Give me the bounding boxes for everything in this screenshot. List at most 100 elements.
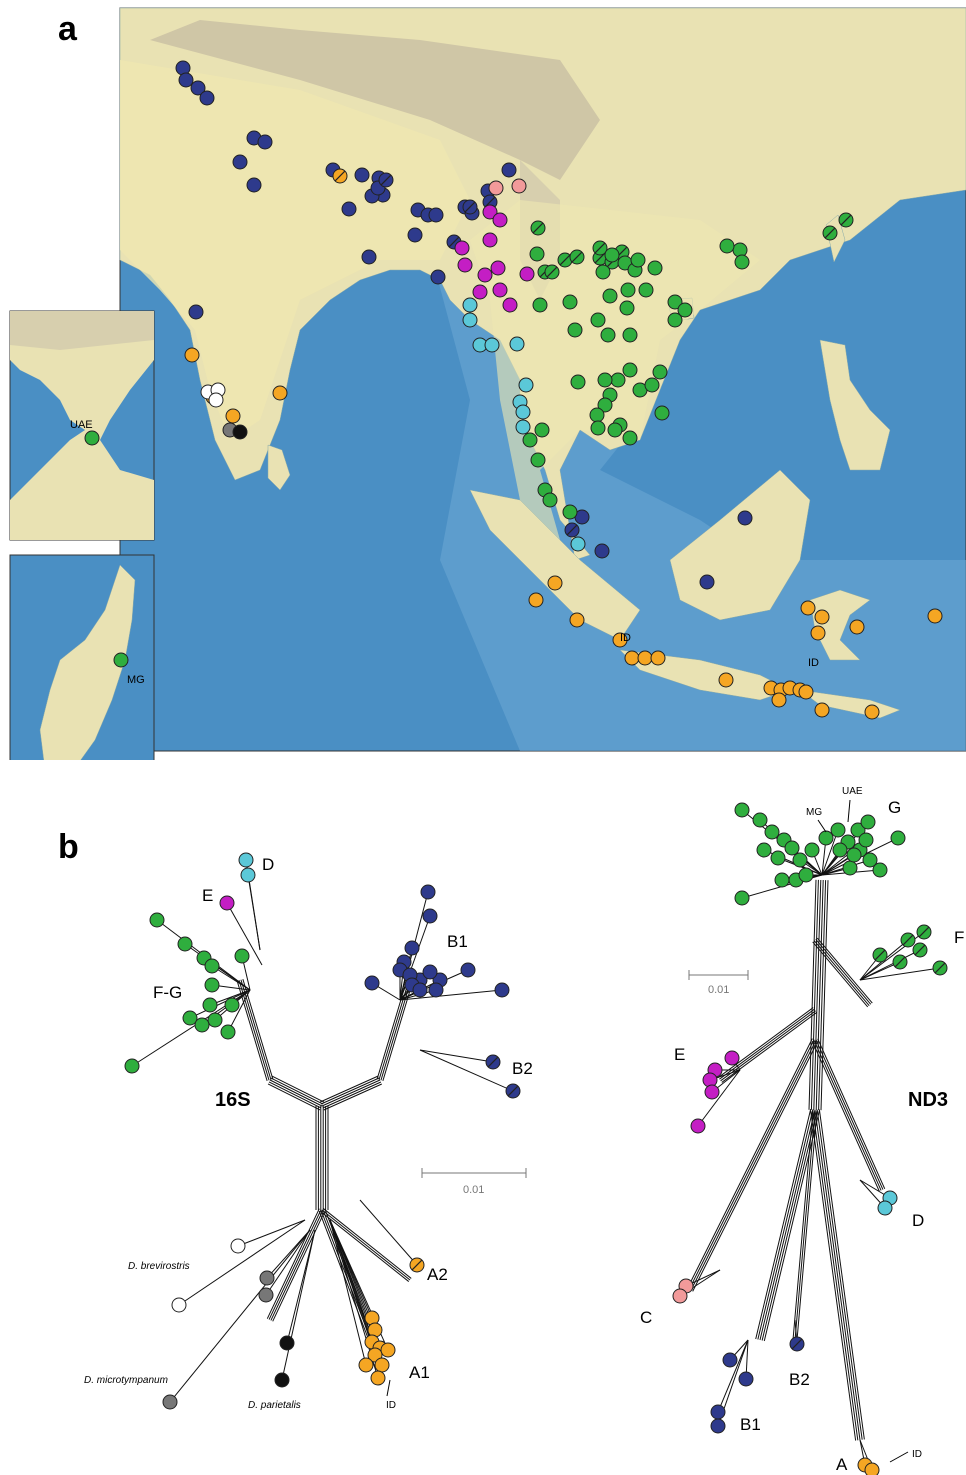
network-edge <box>227 989 251 1033</box>
network-node <box>842 860 858 876</box>
network-node <box>182 1010 198 1026</box>
map-point <box>734 254 750 270</box>
network-edge <box>323 1083 383 1111</box>
network-edge <box>321 1079 381 1107</box>
map-point <box>570 536 586 552</box>
network-edge <box>811 1041 880 1192</box>
map-point <box>472 284 488 300</box>
map-point <box>257 134 273 150</box>
map-point <box>188 304 204 320</box>
network-nd3-title: ND3 <box>908 1089 948 1111</box>
network-node <box>830 822 846 838</box>
network-edge <box>818 880 827 1111</box>
network-node <box>460 962 476 978</box>
map-point <box>654 405 670 421</box>
inset-label-mg: MG <box>127 674 145 686</box>
network-nd3 <box>672 802 948 1475</box>
network-edge <box>380 980 412 1081</box>
network-edge <box>319 1075 379 1103</box>
hatch-mark <box>464 201 476 213</box>
clade-label-g-nd3: G <box>888 798 901 817</box>
network-node <box>420 884 436 900</box>
map-point <box>667 312 683 328</box>
hatch-mark <box>571 251 583 263</box>
map-point <box>515 404 531 420</box>
hatch-mark <box>411 1259 423 1271</box>
network-node <box>422 908 438 924</box>
network-node <box>358 1357 374 1373</box>
network-node <box>862 852 878 868</box>
map-point <box>428 207 444 223</box>
clade-label-b1-nd3: B1 <box>740 1415 761 1434</box>
network-node <box>690 1118 706 1134</box>
clade-label-c-nd3: C <box>640 1308 652 1327</box>
network-edge <box>759 1109 816 1341</box>
network-edge <box>720 1010 816 1082</box>
map-point <box>737 510 753 526</box>
network-node <box>722 1352 738 1368</box>
map-point <box>232 154 248 170</box>
map-point <box>589 407 605 423</box>
network-node <box>672 1288 688 1304</box>
network-node <box>204 977 220 993</box>
map-point <box>528 592 544 608</box>
distribution-map: ID ID UAE MG <box>9 7 966 760</box>
map-point <box>225 408 241 424</box>
network-edge <box>320 1077 380 1105</box>
network-edge <box>242 978 274 1080</box>
network-edge <box>169 1229 311 1403</box>
map-localities <box>175 60 943 720</box>
map-point <box>677 302 693 318</box>
network-edge <box>226 902 263 966</box>
map-point <box>462 297 478 313</box>
network-edge <box>286 1229 316 1344</box>
map-point <box>361 249 377 265</box>
network-node <box>832 842 848 858</box>
network-node <box>890 830 906 846</box>
network-edge <box>266 1229 311 1279</box>
inset-uae: UAE <box>9 310 155 541</box>
map-point <box>208 392 224 408</box>
network-edge <box>818 1109 865 1440</box>
map-point <box>530 452 546 468</box>
map-point <box>529 246 545 262</box>
hatch-mark <box>559 254 571 266</box>
hatch-mark <box>380 174 392 186</box>
network-node <box>274 1372 290 1388</box>
main-map <box>119 7 966 752</box>
hatch-mark <box>791 1338 803 1350</box>
clade-label-fg: F-G <box>153 983 182 1002</box>
map-point <box>610 372 626 388</box>
network-node <box>764 824 780 840</box>
network-edge <box>238 980 270 1081</box>
map-point <box>667 294 683 310</box>
clade-label-uae-nd3: UAE <box>842 786 863 797</box>
map-point <box>624 650 640 666</box>
inset-label-uae: UAE <box>70 419 93 431</box>
network-edge <box>247 874 261 951</box>
network-edge <box>792 1109 814 1340</box>
network-node <box>220 1024 236 1040</box>
network-node <box>792 852 808 868</box>
network-node <box>804 842 820 858</box>
network-edge <box>266 1208 320 1319</box>
clade-label-b2: B2 <box>512 1059 533 1078</box>
map-point <box>482 204 498 220</box>
network-edge <box>815 880 824 1111</box>
network-edge <box>810 879 819 1110</box>
network-edge <box>815 939 872 1005</box>
network-node <box>877 1200 893 1216</box>
map-point <box>509 336 525 352</box>
network-edge <box>269 1079 323 1107</box>
map-point <box>637 650 653 666</box>
network-node <box>756 842 772 858</box>
network-edge <box>329 1219 367 1366</box>
map-point <box>562 504 578 520</box>
network-edge <box>329 1219 376 1356</box>
network-edge <box>810 1110 857 1441</box>
map-point <box>927 608 943 624</box>
map-point <box>522 432 538 448</box>
haplotype-networks: 16S 0.01 D E F-G B1 B2 A2 A1 ID D. brevi… <box>84 786 964 1475</box>
map-point <box>771 692 787 708</box>
map-point <box>477 267 493 283</box>
